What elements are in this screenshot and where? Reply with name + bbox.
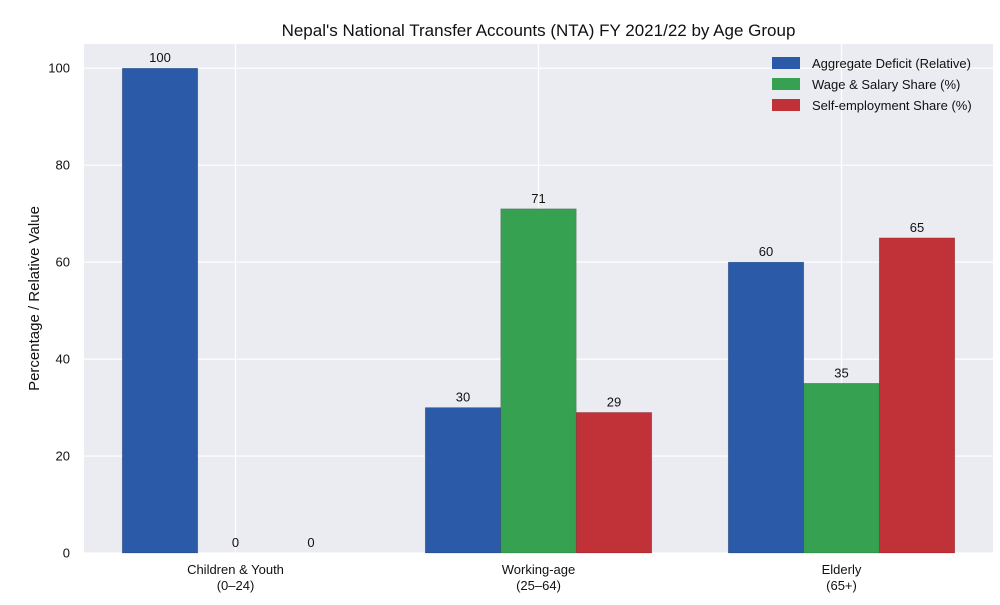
bar-value-label: 65 xyxy=(910,220,924,235)
bar-value-label: 60 xyxy=(759,244,773,259)
bar-value-label: 35 xyxy=(834,365,848,380)
x-tick-label: (0–24) xyxy=(217,578,255,593)
y-axis-ticks: 0 20 40 60 80 100 xyxy=(48,61,70,561)
y-tick-label: 80 xyxy=(56,158,70,173)
bar-value-label: 30 xyxy=(456,390,470,405)
y-tick-label: 0 xyxy=(63,546,70,561)
bar-value-label: 100 xyxy=(149,50,171,65)
y-axis-label: Percentage / Relative Value xyxy=(26,206,43,391)
x-tick-label: (65+) xyxy=(826,578,857,593)
legend-label: Self-employment Share (%) xyxy=(812,98,972,113)
x-tick-label: Children & Youth xyxy=(187,562,284,577)
bar-labels-group: 100 30 60 0 71 35 0 29 65 xyxy=(149,50,924,550)
legend-swatch xyxy=(772,99,800,111)
bar xyxy=(424,407,502,554)
legend-swatch xyxy=(772,57,800,69)
bar xyxy=(575,412,653,554)
bars-group xyxy=(121,67,956,554)
bar xyxy=(727,261,805,554)
y-tick-label: 40 xyxy=(56,352,70,367)
bar xyxy=(878,237,956,554)
legend-label: Aggregate Deficit (Relative) xyxy=(812,56,971,71)
x-tick-label: Elderly xyxy=(822,562,862,577)
legend: Aggregate Deficit (Relative) Wage & Salar… xyxy=(772,56,972,113)
y-tick-label: 20 xyxy=(56,449,70,464)
bar-value-label: 29 xyxy=(607,394,621,409)
y-tick-label: 100 xyxy=(48,61,70,76)
y-tick-label: 60 xyxy=(56,255,70,270)
x-tick-label: (25–64) xyxy=(516,578,561,593)
bar-value-label: 0 xyxy=(307,535,314,550)
chart-title: Nepal's National Transfer Accounts (NTA)… xyxy=(282,21,796,40)
bar xyxy=(500,208,577,554)
legend-label: Wage & Salary Share (%) xyxy=(812,77,960,92)
bar xyxy=(121,67,199,554)
bar-value-label: 0 xyxy=(232,535,239,550)
legend-swatch xyxy=(772,78,800,90)
bar-value-label: 71 xyxy=(531,191,545,206)
x-axis-ticks: Children & Youth(0–24) Working-age(25–64)… xyxy=(187,562,862,593)
bar xyxy=(803,383,880,554)
x-tick-label: Working-age xyxy=(502,562,575,577)
